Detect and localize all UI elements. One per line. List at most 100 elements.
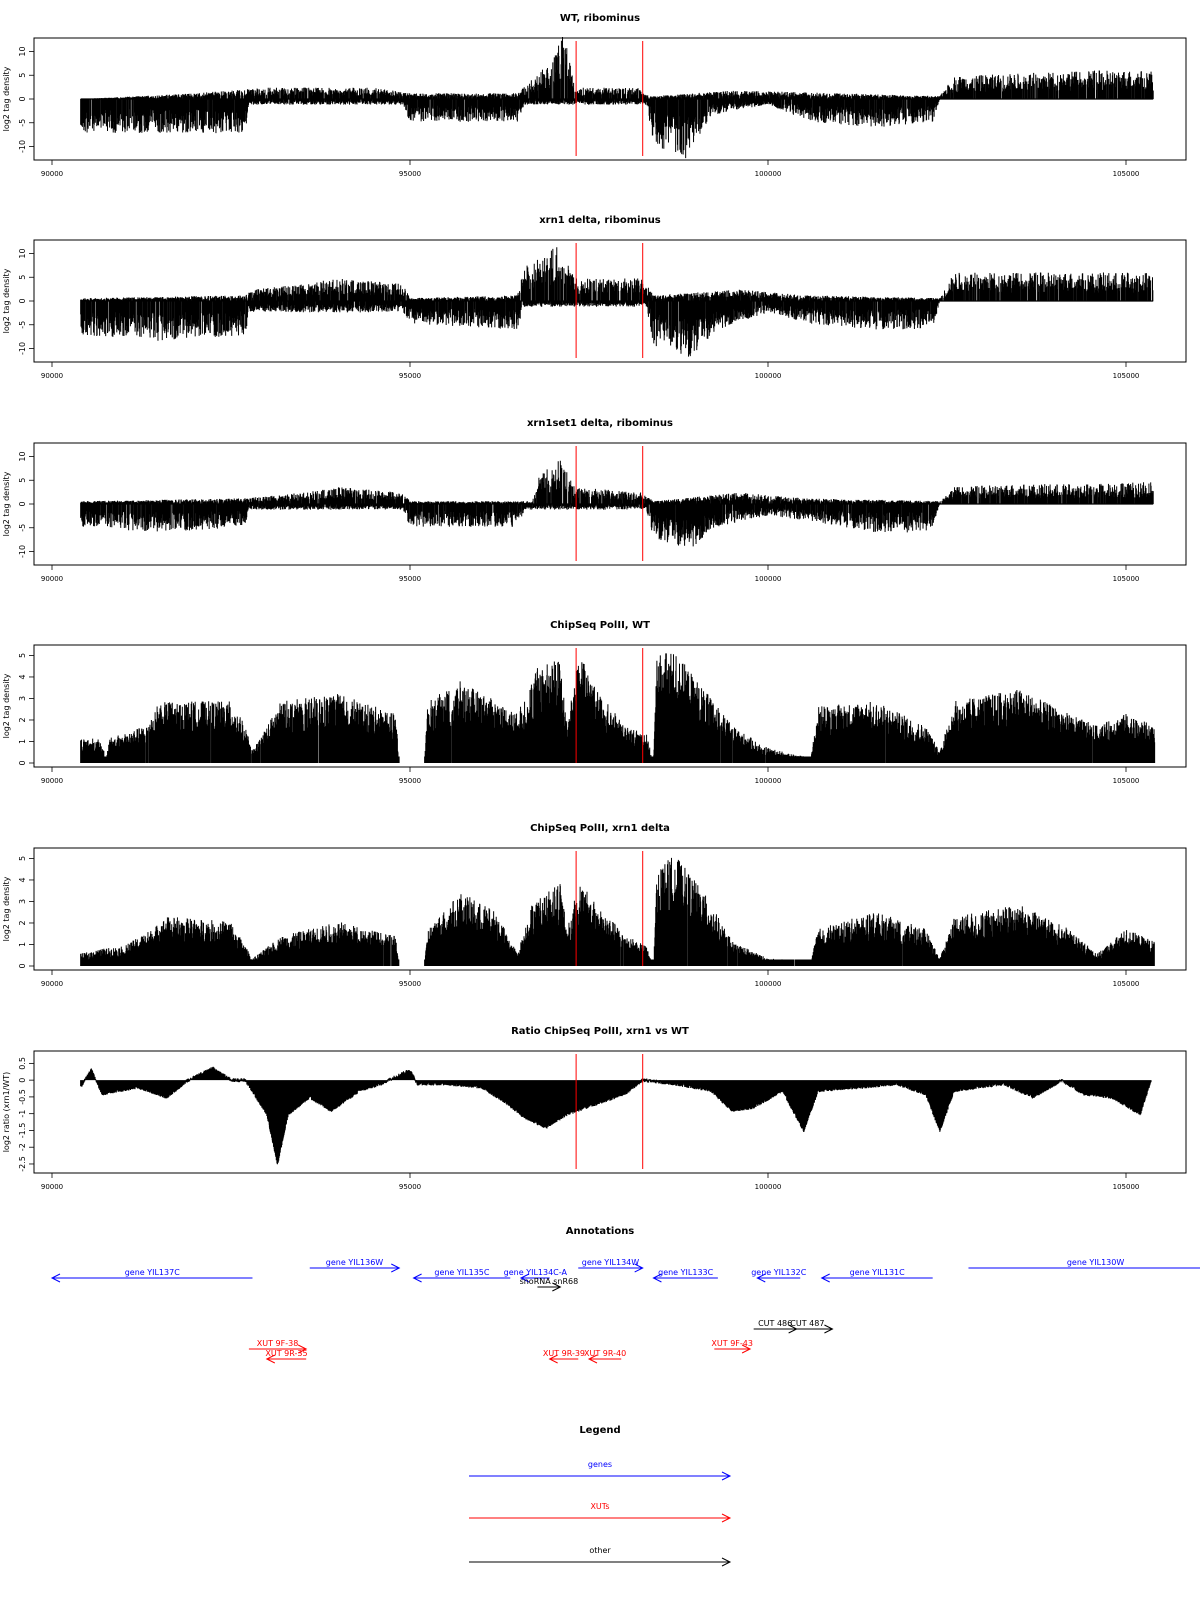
arrow-head <box>741 1344 752 1354</box>
arrow-head <box>50 1273 61 1283</box>
arrow-head <box>552 1282 562 1292</box>
arrow-head <box>297 1344 308 1354</box>
y-tick-label: -1 <box>18 1110 27 1118</box>
legend-entry-xuts: XUTs <box>469 1502 732 1523</box>
y-tick-label: -5 <box>18 321 27 329</box>
y-axis-label: log2 tag density <box>2 268 11 333</box>
arrow-head <box>548 1354 558 1364</box>
x-tick-label: 90000 <box>41 1183 63 1191</box>
feature-xut-9f-38: XUT 9F-38 <box>248 1339 308 1354</box>
feature-gene-yil132c: gene YIL132C <box>751 1268 807 1283</box>
arrow-head <box>412 1273 422 1283</box>
annotations-panel: Annotations gene YIL137C gene YIL136W gene … <box>50 1226 1200 1364</box>
y-tick-label: 5 <box>18 73 27 78</box>
arrow-head <box>721 1513 732 1523</box>
feature-label: gene YIL135C <box>434 1268 490 1277</box>
y-tick-label: -2 <box>18 1143 27 1151</box>
panel-5: ChipSeq PolII, xrn1 delta log2 tag densit… <box>2 823 1187 988</box>
y-axis-label: log2 tag density <box>2 471 11 536</box>
ratio-area <box>80 1066 1152 1165</box>
y-tick-label: 0 <box>18 298 27 303</box>
y-tick-label: -1.5 <box>18 1123 27 1139</box>
x-tick-label: 100000 <box>755 372 782 380</box>
feature-label: gene YIL134W <box>582 1258 640 1267</box>
feature-label: XUT 9R-39 <box>543 1349 585 1358</box>
y-axis-label: log2 ratio (xrn1/WT) <box>2 1072 11 1153</box>
x-tick-label: 100000 <box>755 777 782 785</box>
arrow-head <box>587 1354 598 1364</box>
feature-label: gene YIL137C <box>125 1268 181 1277</box>
y-tick-label: -2.5 <box>18 1156 27 1172</box>
feature-label: gene YIL133C <box>658 1268 714 1277</box>
y-tick-label: 0 <box>18 501 27 506</box>
feature-label: gene YIL131C <box>850 1268 906 1277</box>
y-axis-label: log2 tag density <box>2 673 11 738</box>
feature-xut-9f-43: XUT 9F-43 <box>711 1339 753 1354</box>
x-tick-label: 105000 <box>1113 1183 1140 1191</box>
feature-gene-yil135c: gene YIL135C <box>412 1268 511 1283</box>
feature-label: gene YIL134C-A <box>504 1268 568 1277</box>
y-tick-label: -10 <box>18 545 27 558</box>
y-tick-label: 1 <box>18 739 27 744</box>
tag-density-bars <box>80 247 1154 357</box>
y-tick-label: -0.5 <box>18 1089 27 1105</box>
panel-title: ChipSeq PolII, WT <box>550 620 650 631</box>
feature-gene-yil133c: gene YIL133C <box>652 1268 718 1283</box>
x-tick-label: 95000 <box>399 1183 421 1191</box>
y-tick-label: 10 <box>18 46 27 56</box>
y-tick-label: 0 <box>18 1078 27 1083</box>
arrow-head <box>265 1354 276 1364</box>
y-tick-label: 0 <box>18 96 27 101</box>
legend-label: other <box>589 1546 611 1555</box>
y-tick-label: 5 <box>18 653 27 658</box>
feature-label: gene YIL136W <box>326 1258 384 1267</box>
y-tick-label: 4 <box>18 674 27 679</box>
feature-gene-yil130w: gene YIL130W <box>968 1258 1200 1269</box>
x-tick-label: 90000 <box>41 777 63 785</box>
legend-entry-genes: genes <box>469 1460 732 1481</box>
x-tick-label: 100000 <box>755 170 782 178</box>
arrow-head <box>721 1557 732 1567</box>
y-tick-label: -10 <box>18 140 27 153</box>
plot-frame <box>33 239 1187 363</box>
feature-xut-9r-40: XUT 9R-40 <box>584 1349 626 1364</box>
y-tick-label: 5 <box>18 856 27 861</box>
arrow-head <box>519 1273 530 1283</box>
panel-2: xrn1 delta, ribominus log2 tag density -10… <box>2 215 1187 380</box>
x-tick-label: 95000 <box>399 777 421 785</box>
feature-xut-9r-35: XUT 9R-35 <box>265 1349 308 1364</box>
panel-1: WT, ribominus log2 tag density -10 -5 0 5 10 90… <box>2 13 1187 178</box>
y-tick-label: 2 <box>18 920 27 925</box>
arrow-head <box>824 1324 834 1334</box>
x-tick-label: 90000 <box>41 980 63 988</box>
panel-title: xrn1set1 delta, ribominus <box>527 418 673 429</box>
chipseq-bars <box>80 653 1156 763</box>
y-tick-label: 5 <box>18 275 27 280</box>
y-tick-label: -10 <box>18 342 27 355</box>
panel-4: ChipSeq PolII, WT log2 tag density 0 1 2 3 4 5 9… <box>2 620 1187 785</box>
plot-frame <box>33 644 1187 768</box>
x-tick-label: 100000 <box>755 980 782 988</box>
feature-xut-9r-39: XUT 9R-39 <box>543 1349 585 1364</box>
x-tick-label: 100000 <box>755 575 782 583</box>
feature-snorna-snr68: snoRNA snR68 <box>520 1277 579 1292</box>
feature-label: gene YIL130W <box>1067 1258 1125 1267</box>
legend-label: XUTs <box>590 1502 609 1511</box>
x-tick-label: 100000 <box>755 1183 782 1191</box>
x-tick-label: 90000 <box>41 170 63 178</box>
plot-frame <box>33 442 1187 566</box>
x-tick-label: 105000 <box>1113 170 1140 178</box>
feature-label: snoRNA snR68 <box>520 1277 579 1286</box>
panel-title: Ratio ChipSeq PolII, xrn1 vs WT <box>511 1026 689 1037</box>
y-tick-label: 3 <box>18 696 27 701</box>
panel-3: xrn1set1 delta, ribominus log2 tag densit… <box>2 418 1187 583</box>
tag-density-bars <box>80 460 1154 547</box>
plot-frame <box>33 37 1187 161</box>
panel-title: WT, ribominus <box>560 13 640 24</box>
arrow-head <box>756 1273 766 1283</box>
plot-frame <box>33 847 1187 971</box>
y-tick-label: 0 <box>18 963 27 968</box>
panel-title: ChipSeq PolII, xrn1 delta <box>530 823 670 834</box>
feature-label: XUT 9F-38 <box>257 1339 299 1348</box>
